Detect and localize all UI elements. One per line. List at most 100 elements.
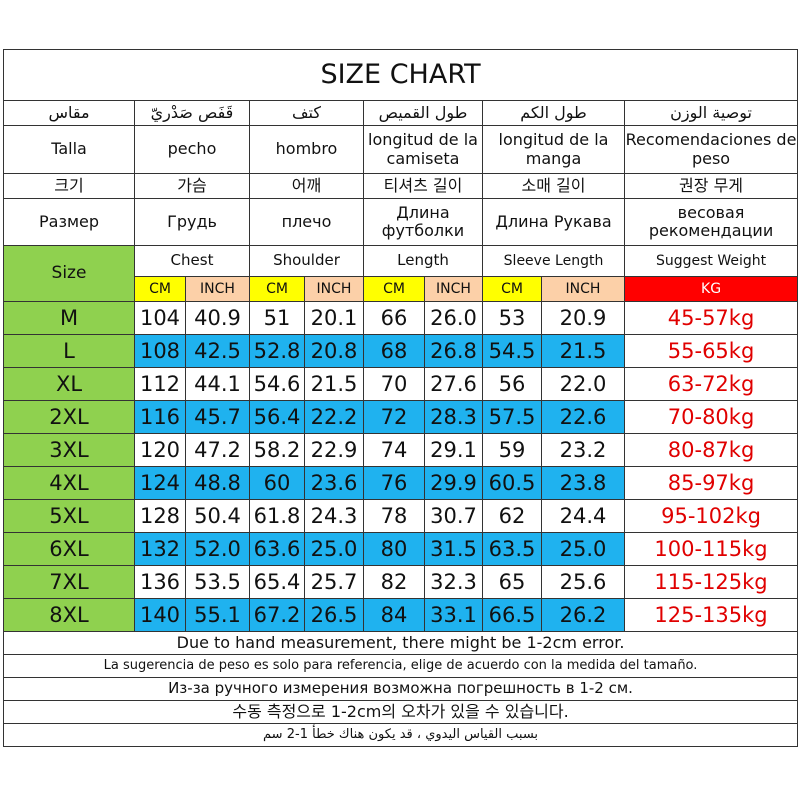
chest-cm-cell: 112: [134, 367, 186, 401]
length-cm-cell: 84: [363, 598, 425, 632]
chest-cm-cell: 140: [134, 598, 186, 632]
size-cell: 4XL: [3, 466, 135, 500]
label-weight-ko: 권장 무게: [623, 173, 799, 199]
header-suggest-weight: Suggest Weight: [623, 245, 799, 277]
length-inch-cell: 26.0: [424, 301, 483, 335]
label-weight-ar: توصية الوزن: [623, 100, 799, 126]
table-row: 8XL 140 55.1 67.2 26.5 84 33.1 66.5 26.2…: [3, 598, 799, 632]
sleeve-inch-cell: 25.0: [541, 532, 625, 566]
sleeve-cm-cell: 54.5: [482, 334, 542, 368]
sleeve-cm-cell: 56: [482, 367, 542, 401]
spanish-label-row: Talla pecho hombro longitud de la camise…: [3, 125, 799, 174]
label-sleeve-ar: طول الكم: [482, 100, 625, 126]
weight-cell: 63-72kg: [623, 367, 799, 401]
length-cm-cell: 66: [363, 301, 425, 335]
table-row: M 104 40.9 51 20.1 66 26.0 53 20.9 45-57…: [3, 301, 799, 335]
weight-cell: 85-97kg: [623, 466, 799, 500]
shoulder-inch-cell: 22.2: [304, 400, 364, 434]
weight-cell: 80-87kg: [623, 433, 799, 467]
shoulder-inch-cell: 24.3: [304, 499, 364, 533]
chest-inch-cell: 48.8: [185, 466, 250, 500]
sleeve-inch-cell: 25.6: [541, 565, 625, 599]
length-cm-cell: 82: [363, 565, 425, 599]
sleeve-cm-cell: 57.5: [482, 400, 542, 434]
length-inch-cell: 32.3: [424, 565, 483, 599]
label-chest-ru: Грудь: [134, 198, 250, 246]
size-cell: M: [3, 301, 135, 335]
chest-inch-cell: 45.7: [185, 400, 250, 434]
shoulder-cm-cell: 51: [249, 301, 305, 335]
sleeve-inch-cell: 20.9: [541, 301, 625, 335]
chart-title: SIZE CHART: [2, 49, 799, 101]
english-header-row: Size Chest Shoulder Length Sleeve Length…: [3, 245, 799, 302]
length-inch-cell: 26.8: [424, 334, 483, 368]
length-cm-cell: 80: [363, 532, 425, 566]
table-row: 3XL 120 47.2 58.2 22.9 74 29.1 59 23.2 8…: [3, 433, 799, 467]
chest-cm-cell: 116: [134, 400, 186, 434]
sleeve-cm-cell: 62: [482, 499, 542, 533]
label-weight-es: Recomendaciones de peso: [623, 125, 799, 174]
label-length-es: longitud de la camiseta: [363, 125, 483, 174]
shoulder-inch-cell: 25.0: [304, 532, 364, 566]
length-inch-cell: 30.7: [424, 499, 483, 533]
shoulder-cm-cell: 60: [249, 466, 305, 500]
chest-cm-cell: 128: [134, 499, 186, 533]
table-row: 6XL 132 52.0 63.6 25.0 80 31.5 63.5 25.0…: [3, 532, 799, 566]
weight-cell: 55-65kg: [623, 334, 799, 368]
shoulder-inch-cell: 21.5: [304, 367, 364, 401]
length-inch-cell: 29.9: [424, 466, 483, 500]
shoulder-inch-cell: 26.5: [304, 598, 364, 632]
sleeve-inch-cell: 24.4: [541, 499, 625, 533]
weight-cell: 95-102kg: [623, 499, 799, 533]
shoulder-cm-cell: 67.2: [249, 598, 305, 632]
size-cell: 7XL: [3, 565, 135, 599]
unit-cm: CM: [249, 276, 305, 302]
sleeve-cm-cell: 65: [482, 565, 542, 599]
size-cell: 3XL: [3, 433, 135, 467]
length-inch-cell: 33.1: [424, 598, 483, 632]
label-weight-ru: весовая рекомендации: [623, 198, 799, 246]
note-russian: Из-за ручного измерения возможна погрешн…: [2, 677, 799, 701]
size-cell: XL: [3, 367, 135, 401]
sleeve-inch-cell: 21.5: [541, 334, 625, 368]
label-size-ko: 크기: [3, 173, 135, 199]
sleeve-inch-cell: 22.0: [541, 367, 625, 401]
note-english: Due to hand measurement, there might be …: [2, 631, 799, 655]
size-cell: 2XL: [3, 400, 135, 434]
unit-cm: CM: [134, 276, 186, 302]
length-inch-cell: 27.6: [424, 367, 483, 401]
label-length-ko: 티셔츠 길이: [363, 173, 483, 199]
label-shoulder-es: hombro: [249, 125, 364, 174]
label-size-ru: Размер: [3, 198, 135, 246]
label-shoulder-ru: плечо: [249, 198, 364, 246]
sleeve-inch-cell: 23.8: [541, 466, 625, 500]
note-spanish: La sugerencia de peso es solo para refer…: [2, 654, 799, 678]
label-chest-ko: 가슴: [134, 173, 250, 199]
chest-inch-cell: 44.1: [185, 367, 250, 401]
unit-cm: CM: [482, 276, 542, 302]
shoulder-inch-cell: 25.7: [304, 565, 364, 599]
korean-label-row: 크기 가슴 어깨 티셔츠 길이 소매 길이 권장 무게: [3, 173, 799, 199]
label-sleeve-es: longitud de la manga: [482, 125, 625, 174]
sleeve-inch-cell: 23.2: [541, 433, 625, 467]
header-shoulder: Shoulder: [249, 245, 364, 277]
label-size-es: Talla: [3, 125, 135, 174]
chest-inch-cell: 53.5: [185, 565, 250, 599]
size-cell: 5XL: [3, 499, 135, 533]
size-chart-table: SIZE CHART مقاس قَفَص صَدْريّ كتف طول ال…: [2, 49, 799, 747]
unit-inch: INCH: [541, 276, 625, 302]
sleeve-inch-cell: 22.6: [541, 400, 625, 434]
size-cell: 6XL: [3, 532, 135, 566]
header-size: Size: [3, 245, 135, 302]
length-cm-cell: 68: [363, 334, 425, 368]
note-arabic: بسبب القياس اليدوي ، قد يكون هناك خطأ 1-…: [2, 723, 799, 747]
shoulder-cm-cell: 63.6: [249, 532, 305, 566]
shoulder-cm-cell: 61.8: [249, 499, 305, 533]
length-inch-cell: 31.5: [424, 532, 483, 566]
label-shoulder-ko: 어깨: [249, 173, 364, 199]
table-row: 4XL 124 48.8 60 23.6 76 29.9 60.5 23.8 8…: [3, 466, 799, 500]
chest-inch-cell: 50.4: [185, 499, 250, 533]
length-cm-cell: 78: [363, 499, 425, 533]
label-chest-es: pecho: [134, 125, 250, 174]
